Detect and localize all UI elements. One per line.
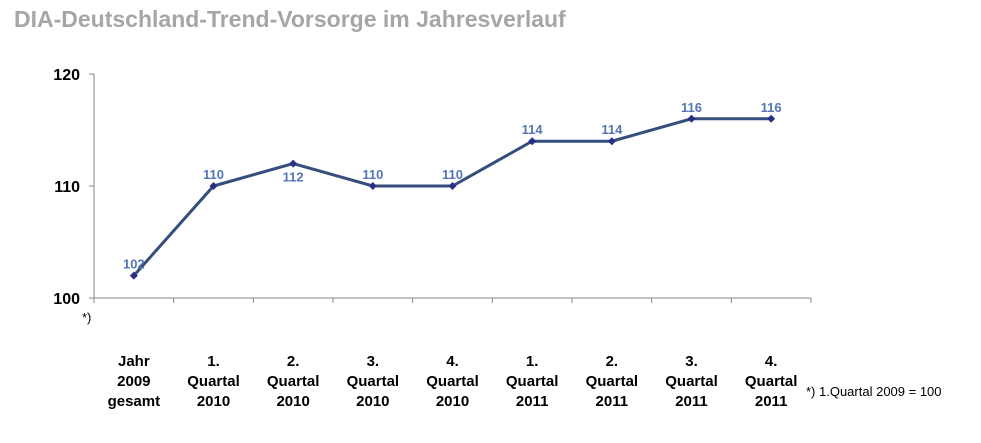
x-category-label: 4. Quartal 2011 (744, 353, 798, 410)
data-point (368, 182, 377, 190)
data-label: 110 (362, 167, 383, 182)
x-category-label: 3. Quartal 2011 (665, 353, 718, 410)
footnote: *) 1.Quartal 2009 = 100 (806, 384, 942, 399)
data-label: 116 (761, 100, 782, 115)
x-category-label: 1. Quartal 2010 (187, 353, 240, 410)
x-category-label: Jahr 2009 gesamt (107, 353, 161, 410)
data-point (129, 271, 138, 280)
x-category-label: 2. Quartal 2010 (266, 353, 320, 410)
data-label: 110 (442, 167, 463, 182)
data-label: 114 (522, 122, 544, 137)
data-point (289, 159, 298, 168)
data-label: 112 (283, 170, 304, 185)
data-label: 114 (601, 122, 623, 137)
data-label: 110 (203, 167, 224, 182)
chart-axes (93, 74, 812, 303)
y-tick-label: 100 (53, 291, 80, 308)
x-category-label: 2. Quartal 2011 (585, 353, 639, 410)
data-point (687, 114, 696, 123)
y-tick-label: 120 (53, 67, 80, 84)
data-label: 102 (123, 257, 145, 272)
data-point (448, 182, 457, 190)
chart-title: DIA-Deutschland-Trend-Vorsorge im Jahres… (14, 6, 566, 32)
axis-footnote-marker: *) (82, 310, 92, 325)
y-axis-ticks: 100 110 120 (53, 67, 94, 308)
data-point (209, 182, 218, 190)
data-label: 116 (681, 100, 702, 115)
data-point (767, 114, 776, 123)
data-point (528, 137, 537, 146)
x-category-label: 3. Quartal 2010 (346, 353, 400, 410)
series-line (132, 117, 772, 277)
x-category-label: 4. Quartal 2010 (426, 353, 479, 410)
x-category-label: 1. Quartal 2011 (505, 353, 559, 410)
data-point (607, 137, 616, 146)
data-labels: 102 110 112 110 110 114 114 116 116 (123, 100, 782, 272)
y-tick-label: 110 (54, 179, 80, 196)
data-points (129, 114, 776, 280)
